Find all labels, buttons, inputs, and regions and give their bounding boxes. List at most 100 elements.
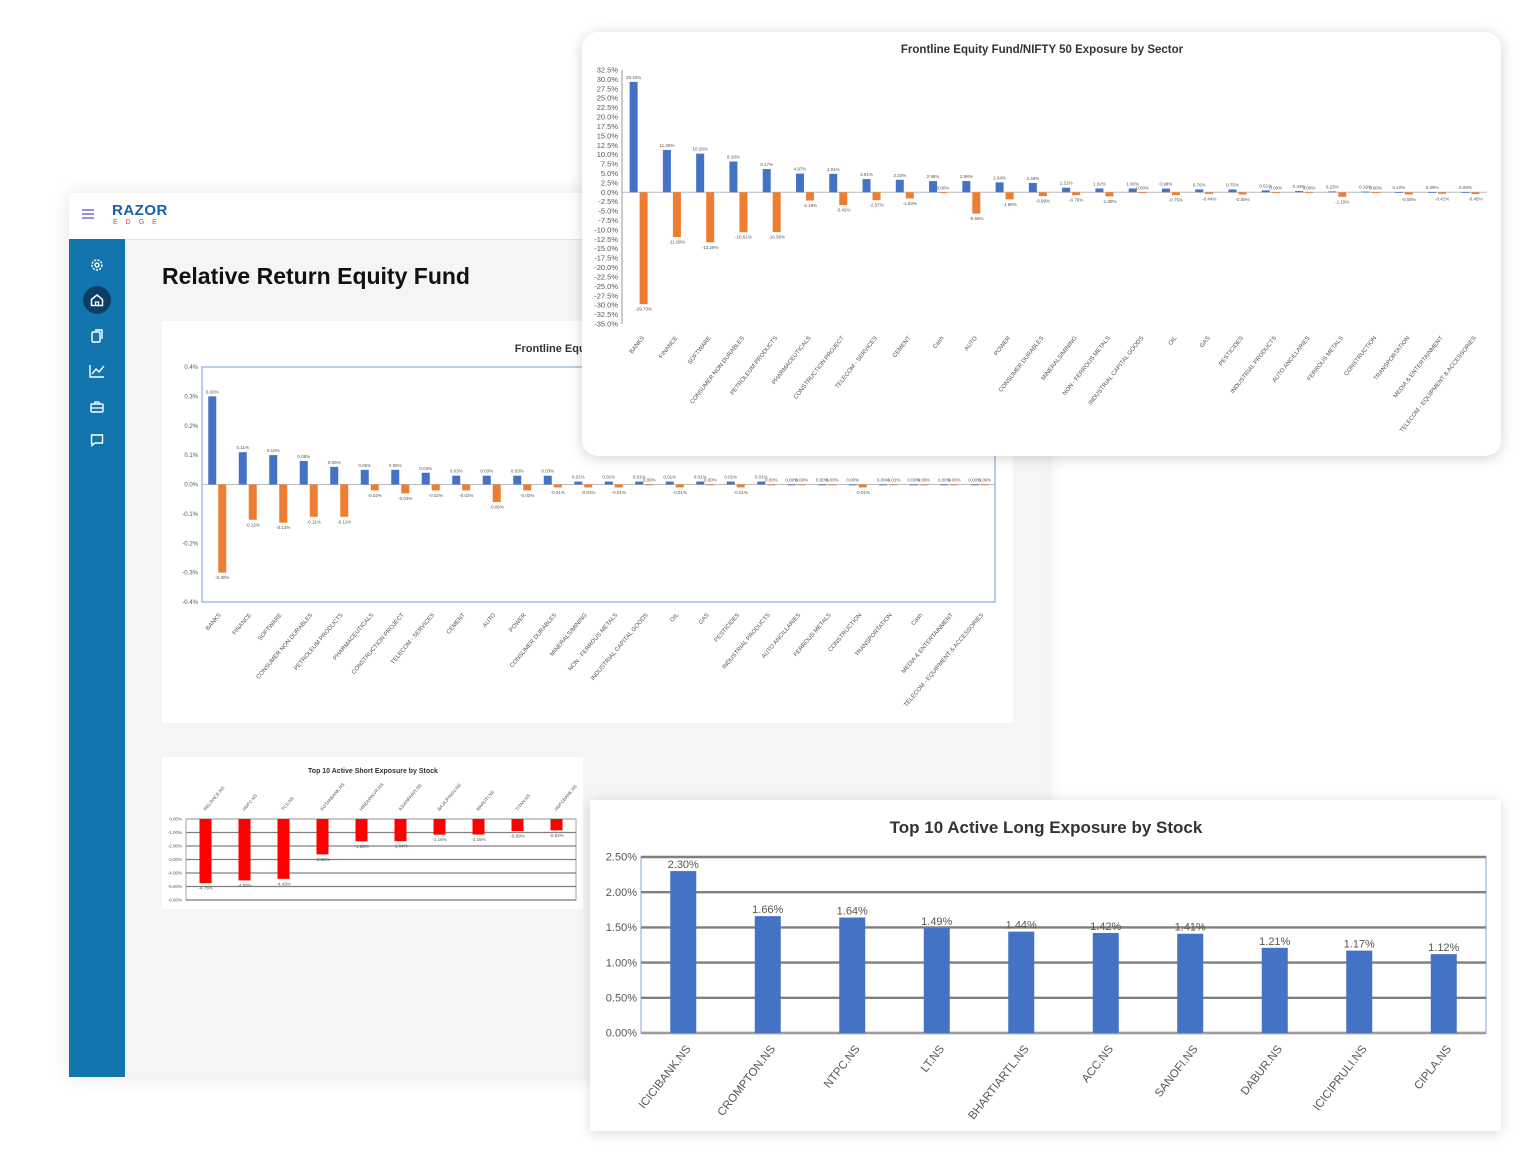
y-tick-label: -5.00% xyxy=(168,884,182,889)
data-label: 0.05% xyxy=(358,463,371,468)
data-label: 0.00% xyxy=(785,478,798,483)
bar xyxy=(433,819,446,835)
bar xyxy=(1305,192,1314,194)
y-tick-label: -2.5% xyxy=(598,197,618,206)
bar xyxy=(330,466,339,485)
data-label: 0.03% xyxy=(450,469,463,474)
bar xyxy=(1092,933,1119,1033)
category-label: OIL xyxy=(1168,335,1179,347)
data-label: 0.00% xyxy=(1369,185,1382,190)
data-label: 0.00% xyxy=(937,185,950,190)
bar xyxy=(238,452,247,485)
data-label: -29.73% xyxy=(635,307,652,312)
data-label: 0.00% xyxy=(795,478,808,483)
data-label: 0.00% xyxy=(938,478,951,483)
data-label: 0.98% xyxy=(1160,182,1173,187)
data-label: -0.76% xyxy=(1069,198,1083,203)
category-label: AUTO xyxy=(964,335,979,352)
y-tick-label: 17.5% xyxy=(597,122,619,131)
bar xyxy=(1028,182,1037,193)
data-label: -0.01% xyxy=(856,490,870,495)
category-label: ICICIPRULI.NS xyxy=(1311,1043,1369,1113)
data-label: -5.65% xyxy=(969,216,983,221)
settings-icon[interactable] xyxy=(83,251,111,279)
logo-main: RAZOR xyxy=(112,202,168,219)
bar xyxy=(729,161,738,193)
y-tick-label: -22.5% xyxy=(594,272,618,281)
category-label: CONSUMER NON DURABLES xyxy=(256,612,315,680)
bar xyxy=(862,179,871,193)
bar xyxy=(939,192,948,194)
long-exposure-chart: Top 10 Active Long Exposure by Stock 2.50… xyxy=(606,818,1487,1122)
category-label: FERROUS METALS xyxy=(1307,336,1345,383)
data-label: -2.62% xyxy=(315,857,329,862)
category-label: HDFC.NS xyxy=(241,793,258,812)
data-label: -10.61% xyxy=(735,235,752,240)
bar xyxy=(1394,191,1403,193)
category-label: TRANSPORTATION xyxy=(1373,336,1411,383)
category-label: DABUR.NS xyxy=(1239,1043,1285,1097)
bar xyxy=(523,484,532,491)
category-label: GAS xyxy=(1199,336,1212,350)
data-label: -1.16% xyxy=(432,837,446,842)
bar xyxy=(757,481,766,485)
documents-icon[interactable] xyxy=(83,322,111,350)
data-label: 0.01% xyxy=(694,475,707,480)
bar xyxy=(309,484,318,517)
category-label: BHARTIARTL.NS xyxy=(967,1043,1032,1122)
bar xyxy=(391,469,400,485)
data-label: 1.21% xyxy=(1060,181,1073,186)
data-label: 0.03% xyxy=(541,469,554,474)
data-label: -0.99% xyxy=(1036,199,1050,204)
bar xyxy=(839,917,866,1033)
data-label: 0.00% xyxy=(978,478,991,483)
data-label: -1.19% xyxy=(1335,199,1349,204)
data-label: 8.18% xyxy=(727,155,740,160)
y-tick-label: -17.5% xyxy=(594,254,618,263)
data-label: -0.02% xyxy=(459,493,473,498)
briefcase-icon[interactable] xyxy=(83,393,111,421)
category-label: TITAN.NS xyxy=(514,793,531,812)
chat-icon[interactable] xyxy=(83,426,111,454)
bar xyxy=(858,484,867,488)
y-tick-label: -25.0% xyxy=(594,282,618,291)
bar xyxy=(482,475,491,485)
y-tick-label: -5.0% xyxy=(598,207,618,216)
data-label: 11.25% xyxy=(659,143,674,148)
data-label: 0.00% xyxy=(816,478,829,483)
bar xyxy=(218,484,227,573)
category-label: CONSTRUCTION PROJECT xyxy=(351,612,406,676)
data-label: 0.09% xyxy=(1426,185,1439,190)
data-label: -0.01% xyxy=(612,490,626,495)
bar xyxy=(940,484,949,486)
category-label: Cash xyxy=(932,336,945,351)
bar xyxy=(370,484,379,491)
data-label: -0.89% xyxy=(510,834,524,839)
bar xyxy=(1361,191,1370,193)
home-icon[interactable] xyxy=(83,286,111,314)
bar xyxy=(1471,192,1480,194)
data-label: 1.00% xyxy=(1126,182,1139,187)
data-label: 0.33% xyxy=(1293,184,1306,189)
data-label: -0.41% xyxy=(1435,196,1449,201)
y-tick-label: 2.00% xyxy=(606,887,637,899)
data-label: -1.08% xyxy=(1102,199,1116,204)
category-label: BANKS xyxy=(629,336,646,356)
menu-icon[interactable] xyxy=(82,209,94,219)
bar xyxy=(1238,192,1247,195)
y-tick-label: 0.1% xyxy=(184,453,198,459)
bar xyxy=(394,819,407,842)
bar xyxy=(1228,189,1237,193)
data-label: 1.12% xyxy=(1428,942,1459,954)
line-chart-icon[interactable] xyxy=(83,357,111,385)
category-label: GAS xyxy=(698,612,711,626)
bar xyxy=(1105,192,1114,197)
bar xyxy=(1328,191,1337,193)
category-label: ICICIBANK.NS xyxy=(637,1043,694,1111)
bar xyxy=(672,192,681,238)
data-label: 0.00% xyxy=(1303,185,1316,190)
relative-sector-chart: Frontline Equity Fund/NIF0.4%0.3%0.2%0.1… xyxy=(182,343,996,708)
bar xyxy=(1430,954,1457,1033)
data-label: -4.43% xyxy=(276,881,290,886)
data-label: -1.15% xyxy=(471,837,485,842)
